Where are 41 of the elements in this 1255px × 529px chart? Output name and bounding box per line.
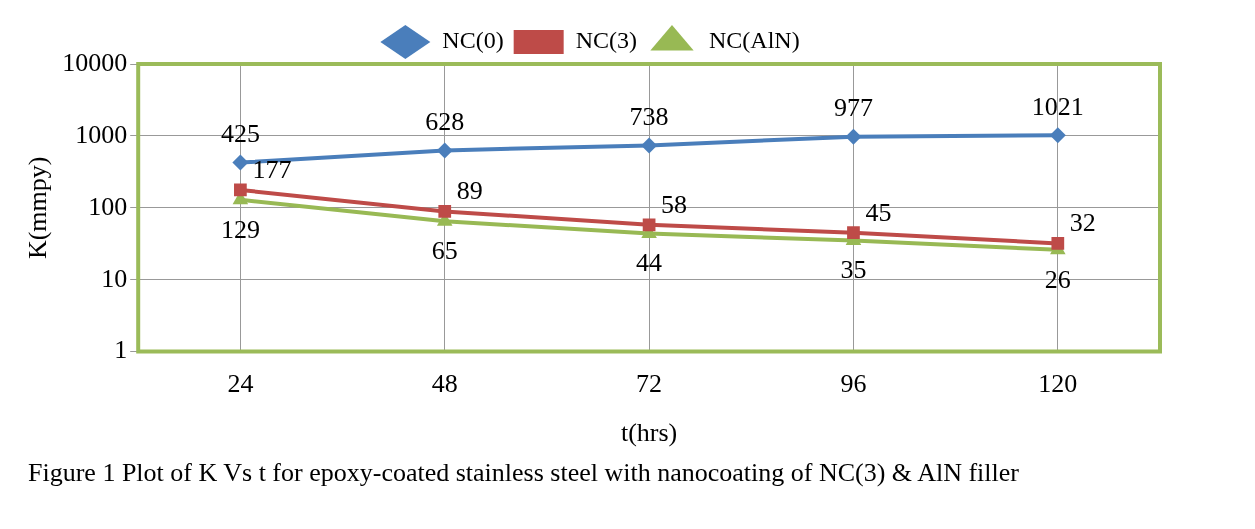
data-label: 89 xyxy=(456,176,483,206)
data-label: 35 xyxy=(840,255,867,285)
data-label: 129 xyxy=(220,214,260,244)
x-tick-label: 120 xyxy=(1038,369,1078,399)
point xyxy=(845,128,862,145)
y-tick-label: 100 xyxy=(88,191,128,221)
data-label: 58 xyxy=(661,189,688,219)
data-label: 32 xyxy=(1069,208,1096,238)
data-label: 26 xyxy=(1044,264,1071,294)
data-label: 628 xyxy=(425,107,465,137)
data-label: 1021 xyxy=(1031,92,1084,122)
point xyxy=(436,142,453,159)
y-tick-label: 1000 xyxy=(75,119,128,149)
data-label: 65 xyxy=(431,236,458,266)
y-tick-label: 10000 xyxy=(62,47,128,77)
caption: Figure 1 Plot of K Vs t for epoxy-coated stainless steel with nanocoating of NC(3) & AlN filler xyxy=(28,458,1019,488)
data-label: 177 xyxy=(252,154,292,184)
y-tick-label: 10 xyxy=(101,263,128,293)
y-axis-title: K(mmpy) xyxy=(23,156,53,260)
point xyxy=(1051,237,1065,250)
x-tick-label: 48 xyxy=(431,369,458,399)
point xyxy=(642,218,656,232)
point xyxy=(234,183,247,197)
x-tick-label: 96 xyxy=(840,369,867,399)
legend-label: NC(AlN) xyxy=(709,27,800,54)
point xyxy=(232,154,249,171)
data-label: 977 xyxy=(833,93,873,123)
y-tick-label: 1 xyxy=(114,335,128,365)
data-label: 738 xyxy=(629,102,669,132)
point xyxy=(847,226,860,240)
point xyxy=(438,205,452,218)
legend-label: NC(0) xyxy=(442,27,504,54)
data-label: 45 xyxy=(865,197,892,227)
x-tick-label: 72 xyxy=(636,369,663,399)
point xyxy=(641,137,658,154)
legend-label: NC(3) xyxy=(575,27,637,54)
x-axis-title: t(hrs) xyxy=(620,418,678,448)
x-tick-label: 24 xyxy=(227,369,254,399)
point xyxy=(1049,127,1066,144)
data-label: 425 xyxy=(220,119,260,149)
data-label: 44 xyxy=(636,248,663,278)
